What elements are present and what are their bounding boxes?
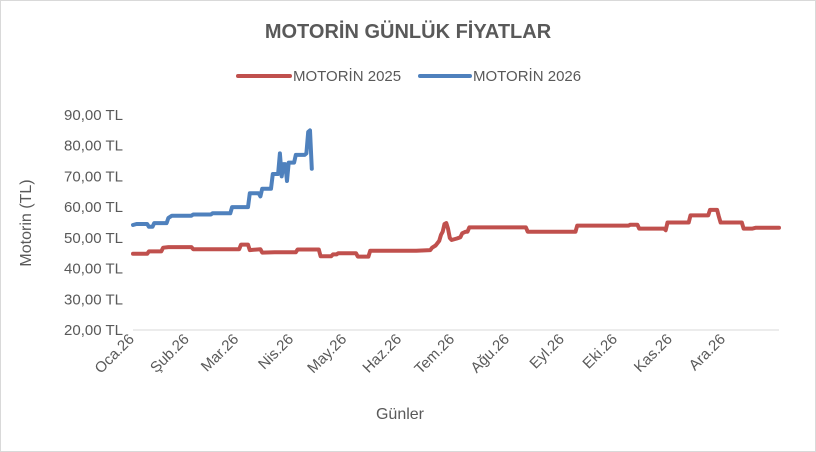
y-tick-label: 90,00 TL [64, 107, 123, 124]
legend-label-motorin-2025: MOTORİN 2025 [293, 67, 401, 85]
x-tick-label: Eki.26 [579, 331, 621, 373]
y-axis-title: Motorin (TL) [18, 179, 35, 266]
series-line-motorin-2025 [131, 207, 781, 259]
x-axis-tick-labels: Oca.26 Şub.26 Mar.26 Nis.26 May.26 Haz.26 Tem.… [92, 331, 729, 378]
y-tick-label: 40,00 TL [64, 261, 123, 278]
y-tick-label: 80,00 TL [64, 138, 123, 155]
x-tick-label: Ara.26 [686, 331, 729, 374]
x-tick-label: May.26 [304, 331, 350, 377]
series-layer [131, 128, 781, 259]
series-line-motorin-2026 [131, 128, 314, 229]
y-tick-label: 20,00 TL [64, 322, 123, 339]
y-tick-label: 70,00 TL [64, 168, 123, 185]
x-tick-label: Mar.26 [198, 331, 242, 375]
x-tick-label: Nis.26 [255, 331, 297, 373]
x-tick-label: Şub.26 [147, 331, 193, 377]
y-tick-label: 30,00 TL [64, 291, 123, 308]
x-tick-label: Ağu.26 [467, 331, 513, 377]
x-tick-label: Kas.26 [631, 331, 676, 376]
y-axis-tick-labels: 20,00 TL 30,00 TL 40,00 TL 50,00 TL 60,00 TL… [64, 107, 123, 339]
x-tick-label: Tem.26 [411, 331, 458, 378]
legend-label-motorin-2026: MOTORİN 2026 [473, 67, 581, 85]
x-tick-label: Haz.26 [359, 331, 405, 377]
chart-title: MOTORİN GÜNLÜK FİYATLAR [265, 20, 552, 43]
y-tick-label: 50,00 TL [64, 230, 123, 247]
x-axis-title: Günler [376, 406, 425, 423]
y-tick-label: 60,00 TL [64, 199, 123, 216]
x-tick-label: Eyl.26 [526, 331, 568, 373]
legend: MOTORİN 2025 MOTORİN 2026 [236, 67, 581, 85]
